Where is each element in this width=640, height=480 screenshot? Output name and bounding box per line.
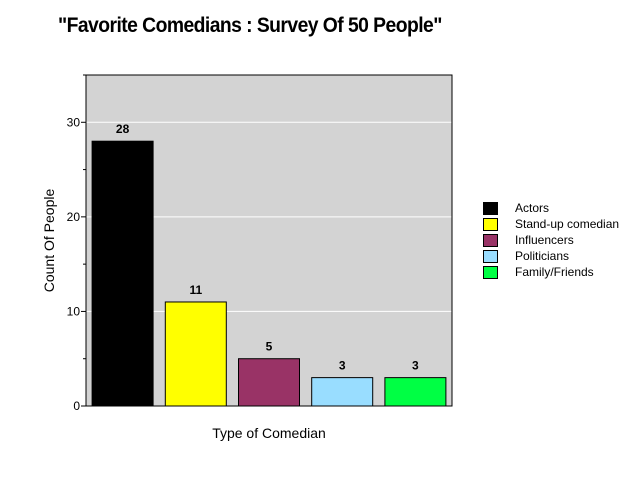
legend-swatch bbox=[483, 249, 498, 263]
legend-item: Family/Friends bbox=[483, 264, 619, 280]
bar-influencers bbox=[238, 358, 300, 407]
y-axis-label: Count Of People bbox=[41, 189, 57, 293]
legend-swatch bbox=[483, 265, 498, 279]
data-label: 11 bbox=[189, 283, 202, 297]
legend-item: Influencers bbox=[483, 232, 619, 248]
data-label: 3 bbox=[412, 359, 419, 373]
y-tick-label: 20 bbox=[67, 210, 81, 224]
data-label: 5 bbox=[266, 340, 273, 354]
bar-politicians bbox=[311, 377, 374, 407]
bar-actors bbox=[91, 140, 154, 407]
legend: Actors Stand-up comedian Influencers Politi… bbox=[483, 200, 619, 280]
y-tick-label: 0 bbox=[73, 399, 80, 413]
legend-label: Politicians bbox=[515, 249, 570, 263]
legend-item: Stand-up comedian bbox=[483, 216, 619, 232]
chart-title: "Favorite Comedians : Survey Of 50 Peopl… bbox=[58, 14, 442, 37]
x-axis-label: Type of Comedian bbox=[212, 425, 326, 441]
bar-stand-up-comedian bbox=[164, 301, 227, 407]
legend-swatch bbox=[483, 217, 498, 231]
data-label: 3 bbox=[339, 359, 346, 373]
legend-label: Influencers bbox=[515, 233, 574, 247]
plot-border bbox=[85, 74, 453, 407]
data-label: 28 bbox=[116, 122, 130, 136]
y-tick-label: 10 bbox=[67, 304, 81, 318]
legend-item: Actors bbox=[483, 200, 619, 216]
legend-item: Politicians bbox=[483, 248, 619, 264]
legend-swatch bbox=[483, 233, 498, 247]
legend-swatch bbox=[483, 201, 498, 215]
legend-label: Stand-up comedian bbox=[515, 217, 620, 231]
legend-label: Family/Friends bbox=[515, 265, 594, 279]
legend-label: Actors bbox=[515, 201, 550, 215]
bar-family-friends bbox=[384, 377, 447, 407]
y-tick-label: 30 bbox=[67, 115, 81, 129]
